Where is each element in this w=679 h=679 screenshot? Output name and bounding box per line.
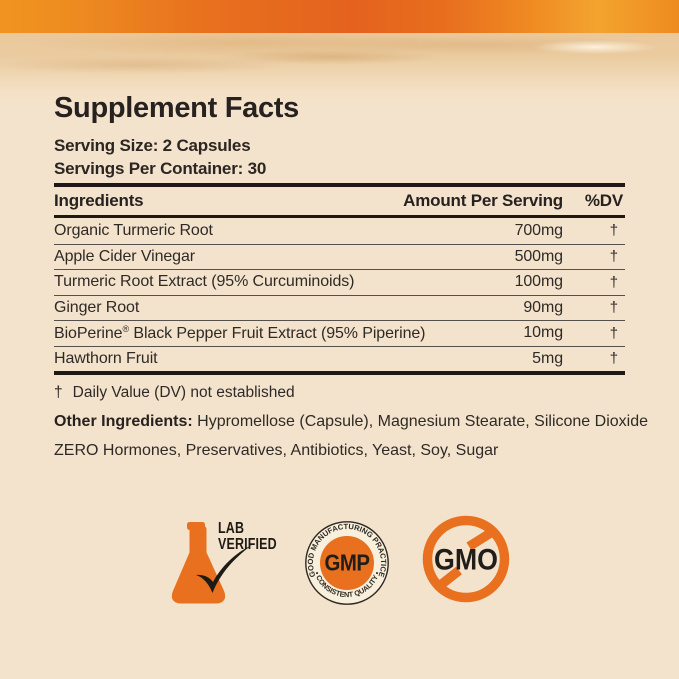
ingredient-name: Ginger Root bbox=[54, 298, 140, 316]
header-amount-per-serving: Amount Per Serving bbox=[403, 191, 563, 210]
other-ingredients-list: Hypromellose (Capsule), Magnesium Steara… bbox=[197, 413, 649, 430]
ingredient-name: BioPerine® Black Pepper Fruit Extract (9… bbox=[54, 324, 443, 343]
ingredient-name-brand: BioPerine bbox=[54, 324, 123, 342]
gmo-crossed-icon: GMO bbox=[422, 515, 510, 603]
page-title: Supplement Facts bbox=[54, 92, 299, 124]
lab-verified-badge: LAB VERIFIED bbox=[168, 521, 280, 611]
table-row: Ginger Root 90mg † bbox=[54, 294, 625, 321]
gmp-center-text: GMP bbox=[324, 549, 369, 576]
dv-footnote: † Daily Value (DV) not established bbox=[54, 383, 625, 403]
ingredient-amount: 10mg bbox=[523, 324, 563, 342]
gmp-badge: GMP GOOD MANUFACTURING PRACTICE • CONSIS… bbox=[304, 520, 390, 611]
gmp-seal-icon: GMP GOOD MANUFACTURING PRACTICE • CONSIS… bbox=[305, 521, 389, 605]
ingredient-name: Hawthorn Fruit bbox=[54, 349, 158, 367]
ingredient-amount: 500mg bbox=[514, 247, 564, 265]
top-orange-band bbox=[0, 0, 679, 33]
table-row: Apple Cider Vinegar 500mg † bbox=[54, 243, 625, 270]
ingredient-dv: † bbox=[609, 324, 618, 342]
ingredient-dv: † bbox=[609, 299, 618, 317]
other-ingredients-line: Other Ingredients: Hypromellose (Capsule… bbox=[54, 412, 648, 432]
lab-verified-line2: VERIFIED bbox=[218, 536, 277, 553]
ingredient-name: Apple Cider Vinegar bbox=[54, 247, 196, 265]
ingredient-amount: 5mg bbox=[532, 349, 563, 367]
ingredient-amount: 700mg bbox=[514, 221, 564, 239]
ingredient-name: Organic Turmeric Root bbox=[54, 221, 213, 239]
table-row: Organic Turmeric Root 700mg † bbox=[54, 218, 625, 244]
free-of-line: ZERO Hormones, Preservatives, Antibiotic… bbox=[54, 442, 499, 459]
table-row: BioPerine® Black Pepper Fruit Extract (9… bbox=[54, 320, 625, 346]
ingredient-dv: † bbox=[609, 350, 618, 368]
watercolor-texture bbox=[0, 33, 679, 107]
other-ingredients-label: Other Ingredients: bbox=[54, 413, 193, 430]
other-ingredients: Other Ingredients: Hypromellose (Capsule… bbox=[54, 412, 648, 461]
ingredient-name: Turmeric Root Extract (95% Curcuminoids) bbox=[54, 273, 355, 291]
header-percent-dv: %DV bbox=[584, 191, 623, 210]
registered-trademark-symbol: ® bbox=[122, 323, 130, 334]
lab-verified-text: LAB VERIFIED bbox=[218, 521, 277, 553]
table-row: Turmeric Root Extract (95% Curcuminoids)… bbox=[54, 269, 625, 295]
ingredient-dv: † bbox=[609, 248, 618, 266]
divider-thick-top bbox=[54, 183, 625, 187]
servings-per-container-line: Servings Per Container: 30 bbox=[54, 159, 267, 178]
certification-badges: LAB VERIFIED GMP GOOD MANUFACTURING PRAC… bbox=[168, 515, 625, 611]
ingredient-amount: 100mg bbox=[514, 273, 564, 291]
ingredient-name-rest: Black Pepper Fruit Extract (95% Piperine… bbox=[129, 324, 426, 342]
header-ingredients: Ingredients bbox=[54, 191, 144, 210]
gmo-text: GMO bbox=[434, 543, 498, 575]
dv-footnote-text: Daily Value (DV) not established bbox=[72, 384, 295, 401]
ingredient-amount: 90mg bbox=[523, 298, 563, 316]
divider-thick-bottom bbox=[54, 371, 625, 375]
lab-verified-line1: LAB bbox=[218, 520, 245, 537]
serving-size-line: Serving Size: 2 Capsules bbox=[54, 136, 251, 155]
non-gmo-badge: GMO bbox=[422, 515, 510, 608]
ingredient-dv: † bbox=[609, 222, 618, 240]
lab-flask-icon bbox=[171, 522, 252, 604]
table-header-row: Ingredients Amount Per Serving %DV bbox=[54, 187, 625, 218]
table-row: Hawthorn Fruit 5mg † bbox=[54, 345, 625, 372]
ingredient-dv: † bbox=[609, 273, 618, 291]
label-content: Supplement Facts Serving Size: 2 Capsule… bbox=[0, 90, 679, 611]
serving-info: Serving Size: 2 Capsules Servings Per Co… bbox=[54, 134, 625, 180]
checkmark-icon bbox=[196, 545, 252, 593]
dagger-symbol: † bbox=[54, 384, 63, 401]
